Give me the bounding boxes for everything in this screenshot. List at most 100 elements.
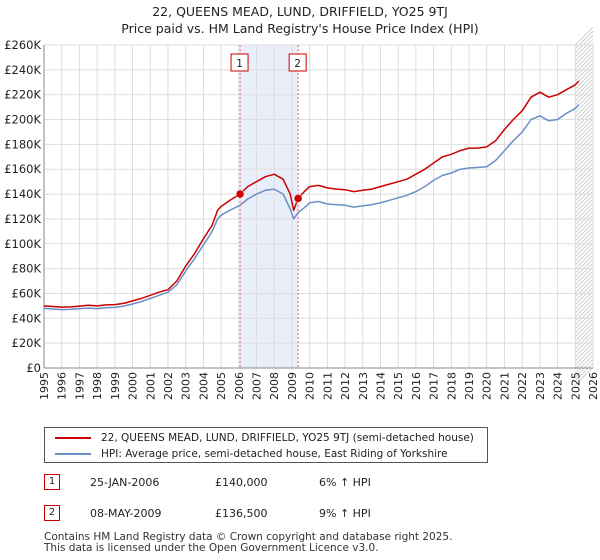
x-tick-label: 1996: [56, 372, 69, 400]
x-tick-label: 2006: [233, 372, 246, 400]
hatch-line: [575, 203, 594, 222]
transaction-date: 25-JAN-2006: [90, 476, 160, 489]
hatch-line: [575, 311, 594, 330]
x-tick-label: 2005: [215, 372, 228, 400]
hatch-line: [575, 195, 594, 214]
hatch-line: [575, 243, 594, 262]
forecast-hatch: [575, 27, 594, 386]
x-tick-label: 2017: [428, 372, 441, 400]
hatch-line: [575, 123, 594, 142]
x-tick-label: 2007: [251, 372, 264, 400]
y-tick-label: £0: [26, 361, 41, 375]
hatch-line: [575, 159, 594, 178]
x-tick-label: 2004: [197, 372, 210, 400]
hatch-line: [575, 283, 594, 302]
y-tick-label: £260K: [4, 38, 41, 52]
hatch-line: [575, 223, 594, 242]
legend-swatch-property: [55, 437, 91, 439]
hatch-line: [575, 291, 594, 310]
hatch-line: [575, 111, 594, 130]
hatch-line: [575, 239, 594, 258]
hatch-line: [575, 351, 594, 370]
transaction-hpi: 6% ↑ HPI: [319, 476, 371, 489]
hatch-line: [575, 143, 594, 162]
hatch-line: [575, 255, 594, 274]
sale-label-text: 2: [294, 58, 301, 70]
hatch-line: [575, 339, 594, 358]
hatch-line: [575, 115, 594, 134]
hatch-line: [575, 367, 594, 386]
x-tick-label: 2018: [445, 372, 458, 400]
hatch-line: [575, 219, 594, 238]
sale-label: 2: [288, 53, 307, 72]
hatch-line: [575, 271, 594, 290]
transaction-hpi: 9% ↑ HPI: [319, 507, 371, 520]
x-tick-label: 2019: [463, 372, 476, 400]
hatch-line: [575, 299, 594, 318]
hatch-line: [575, 323, 594, 342]
hatch-line: [575, 263, 594, 282]
hatch-line: [575, 183, 594, 202]
y-tick-label: £180K: [4, 137, 41, 151]
hatch-line: [575, 107, 594, 126]
y-tick-label: £80K: [12, 262, 42, 276]
hatch-line: [575, 275, 594, 294]
x-tick-label: 2014: [374, 372, 387, 400]
hatch-line: [575, 295, 594, 314]
y-tick-label: £120K: [4, 212, 41, 226]
hatch-line: [575, 71, 594, 90]
footer: Contains HM Land Registry data © Crown c…: [44, 532, 452, 554]
hatch-line: [575, 307, 594, 326]
hatch-line: [575, 131, 594, 150]
x-tick-label: 1998: [91, 372, 104, 400]
x-tick-label: 2010: [304, 372, 317, 400]
sale-label: 1: [230, 53, 249, 72]
x-tick-label: 2022: [516, 372, 529, 400]
hatch-line: [575, 47, 594, 66]
y-tick-label: £40K: [12, 311, 42, 325]
x-tick-label: 2026: [587, 372, 600, 400]
transaction-date: 08-MAY-2009: [90, 507, 162, 520]
y-tick-label: £20K: [12, 336, 42, 350]
price-chart: £0 £20K £40K £60K £80K £100K £120K £140K £160K £1…: [4, 27, 600, 400]
hatch-line: [575, 167, 594, 186]
sale-point: [293, 194, 303, 203]
y-tick-label: £60K: [12, 286, 42, 300]
y-tick-label: £200K: [4, 113, 41, 127]
hatch-line: [575, 211, 594, 230]
plot-area: [44, 45, 593, 368]
hatch-line: [575, 267, 594, 286]
hatch-line: [575, 343, 594, 362]
x-tick-label: 2020: [481, 372, 494, 400]
sale-point: [235, 189, 245, 199]
transaction-badge: 1: [44, 474, 60, 490]
x-tick-label: 2016: [410, 372, 423, 400]
hatch-line: [575, 147, 594, 166]
y-tick-label: £240K: [4, 63, 41, 77]
x-tick-label: 2011: [321, 372, 334, 400]
hatch-line: [575, 51, 594, 70]
hatch-line: [575, 227, 594, 246]
x-tick-label: 2024: [552, 372, 565, 400]
chart-subtitle: Price paid vs. HM Land Registry's House …: [121, 21, 479, 36]
sale-label-text: 1: [236, 58, 243, 70]
transaction-badge: 2: [44, 505, 60, 521]
hatch-line: [575, 355, 594, 374]
hatch-line: [575, 187, 594, 206]
x-tick-label: 1995: [38, 372, 51, 400]
hatch-line: [575, 207, 594, 226]
x-tick-label: 2013: [357, 372, 370, 400]
x-tick-label: 2023: [534, 372, 547, 400]
hatch-line: [575, 31, 594, 50]
legend-label-property: 22, QUEENS MEAD, LUND, DRIFFIELD, YO25 9…: [101, 432, 474, 444]
hatch-line: [575, 103, 594, 122]
hatch-line: [575, 151, 594, 170]
x-tick-label: 2021: [498, 372, 511, 400]
hatch-line: [575, 87, 594, 106]
hatch-line: [575, 287, 594, 306]
hatch-line: [575, 95, 594, 114]
hatch-line: [575, 163, 594, 182]
legend-swatch-hpi: [55, 453, 91, 455]
hatch-line: [575, 327, 594, 346]
hatch-line: [575, 83, 594, 102]
